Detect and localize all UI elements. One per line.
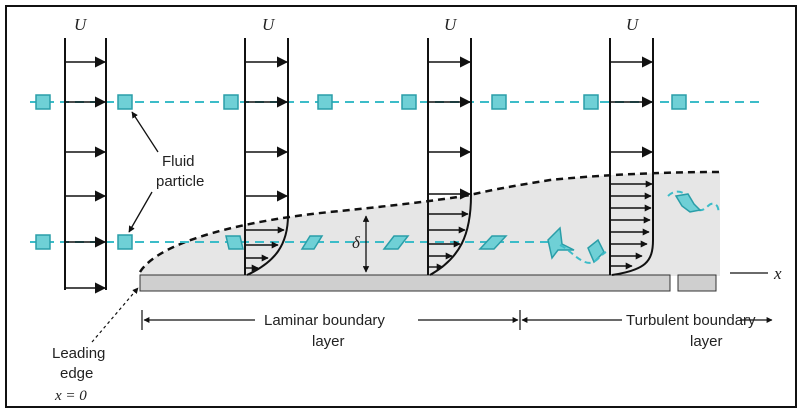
free-stream-label-4: U [626,15,640,34]
lower-particles [35,226,605,264]
free-stream-label-1: U [74,15,88,34]
free-stream-label-3: U [444,15,458,34]
velocity-profile-turbulent [609,38,654,276]
laminar-label-line-2: layer [312,333,345,350]
free-stream-label-2: U [262,15,276,34]
turbulent-label-line-1: Turbulent boundary [626,312,756,329]
thickness-label: δ [352,233,361,252]
flat-plate-end [677,274,717,292]
flat-plate [139,274,671,292]
turbulent-label-line-2: layer [690,333,723,350]
velocity-profile-laminar-2 [427,38,472,276]
boundary-layer-region [140,172,720,276]
velocity-profile-uniform [64,38,107,294]
laminar-label-line-1: Laminar boundary [264,312,385,329]
velocity-profile-laminar-1 [244,38,289,276]
fluid-particle-pointer-upper [131,111,159,153]
leading-edge-position: x = 0 [54,388,87,404]
fluid-particle-label-line-2: particle [156,173,204,190]
x-axis-label: x [773,264,782,283]
leading-edge-pointer [91,287,139,343]
figure-border [5,5,797,408]
fluid-particle-label-line-1: Fluid [162,153,195,170]
leading-edge-label-line-1: Leading [52,345,105,362]
turbulent-particle [674,193,702,213]
turbulent-particle-path [559,190,720,264]
fluid-particle-pointer-lower [128,191,153,233]
leading-edge-label-line-2: edge [60,365,93,382]
upper-particles [35,94,687,110]
